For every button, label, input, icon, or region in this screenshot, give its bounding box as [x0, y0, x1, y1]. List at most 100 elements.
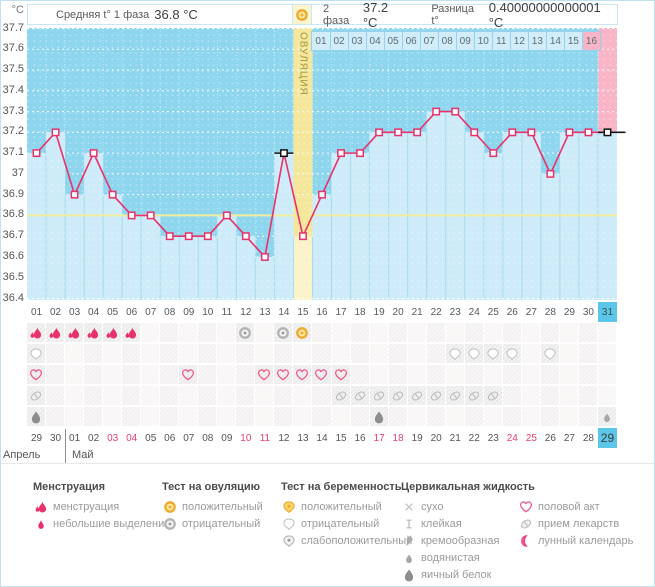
intercourse-day-13[interactable]: [255, 365, 275, 384]
intercourse-day-4[interactable]: [84, 365, 104, 384]
medication-day-4[interactable]: [84, 386, 104, 405]
date-cell-25[interactable]: 25: [525, 432, 537, 444]
menstruation-ovulation-test-day-24[interactable]: [464, 323, 484, 342]
temp-point-day-27[interactable]: [527, 128, 536, 137]
menstruation-ovulation-test-day-17[interactable]: [331, 323, 351, 342]
cycle-day-26[interactable]: 26: [506, 306, 518, 318]
cycle-day-04[interactable]: 04: [88, 306, 100, 318]
date-cell-22[interactable]: 22: [468, 432, 480, 444]
menstruation-ovulation-test-day-20[interactable]: [388, 323, 408, 342]
menstruation-ovulation-test-day-18[interactable]: [350, 323, 370, 342]
temp-point-day-6[interactable]: [127, 211, 136, 220]
date-cell-16[interactable]: 16: [354, 432, 366, 444]
cervical-fluid-day-7[interactable]: [141, 407, 161, 426]
medication-day-14[interactable]: [274, 386, 294, 405]
date-cell-26[interactable]: 26: [544, 432, 556, 444]
cervical-fluid-day-28[interactable]: [540, 407, 560, 426]
date-cell-12[interactable]: 12: [278, 432, 290, 444]
pregnancy-test-day-29[interactable]: [559, 344, 579, 363]
menstruation-ovulation-test-day-3[interactable]: [65, 323, 85, 342]
cervical-fluid-day-1[interactable]: [27, 407, 47, 426]
pregnancy-test-day-19[interactable]: [369, 344, 389, 363]
date-cell-19[interactable]: 19: [411, 432, 423, 444]
cycle-day-27[interactable]: 27: [525, 306, 537, 318]
date-cell-13[interactable]: 13: [297, 432, 309, 444]
date-cell-08[interactable]: 08: [202, 432, 214, 444]
cycle-day-15[interactable]: 15: [297, 306, 309, 318]
date-cell-21[interactable]: 21: [449, 432, 461, 444]
intercourse-day-11[interactable]: [217, 365, 237, 384]
cycle-day-11[interactable]: 11: [221, 306, 233, 318]
pregnancy-test-day-5[interactable]: [103, 344, 123, 363]
temp-point-day-2[interactable]: [51, 128, 60, 137]
cervical-fluid-day-12[interactable]: [236, 407, 256, 426]
pregnancy-test-day-9[interactable]: [179, 344, 199, 363]
cycle-day-23[interactable]: 23: [449, 306, 461, 318]
cervical-fluid-day-11[interactable]: [217, 407, 237, 426]
medication-day-11[interactable]: [217, 386, 237, 405]
temp-point-day-18[interactable]: [356, 149, 365, 158]
intercourse-day-22[interactable]: [426, 365, 446, 384]
cycle-day-14[interactable]: 14: [278, 306, 290, 318]
intercourse-day-10[interactable]: [198, 365, 218, 384]
pregnancy-test-day-4[interactable]: [84, 344, 104, 363]
date-cell-27[interactable]: 27: [563, 432, 575, 444]
date-cell-01[interactable]: 01: [69, 432, 81, 444]
menstruation-ovulation-test-day-1[interactable]: [27, 323, 47, 342]
cervical-fluid-day-19[interactable]: [369, 407, 389, 426]
pregnancy-test-day-25[interactable]: [483, 344, 503, 363]
date-cell-11[interactable]: 11: [259, 432, 271, 444]
menstruation-ovulation-test-day-6[interactable]: [122, 323, 142, 342]
pregnancy-test-day-16[interactable]: [312, 344, 332, 363]
cervical-fluid-day-14[interactable]: [274, 407, 294, 426]
pregnancy-test-day-15[interactable]: [293, 344, 313, 363]
pregnancy-test-day-18[interactable]: [350, 344, 370, 363]
pregnancy-test-day-27[interactable]: [521, 344, 541, 363]
intercourse-day-18[interactable]: [350, 365, 370, 384]
date-cell-06[interactable]: 06: [164, 432, 176, 444]
cycle-day-25[interactable]: 25: [487, 306, 499, 318]
cervical-fluid-day-23[interactable]: [445, 407, 465, 426]
temp-point-day-20[interactable]: [394, 128, 403, 137]
menstruation-ovulation-test-day-16[interactable]: [312, 323, 332, 342]
intercourse-day-17[interactable]: [331, 365, 351, 384]
cervical-fluid-day-13[interactable]: [255, 407, 275, 426]
medication-day-27[interactable]: [521, 386, 541, 405]
medication-day-15[interactable]: [293, 386, 313, 405]
date-cell-28[interactable]: 28: [582, 432, 594, 444]
intercourse-day-3[interactable]: [65, 365, 85, 384]
temp-point-day-28[interactable]: [546, 169, 555, 178]
cervical-fluid-day-18[interactable]: [350, 407, 370, 426]
intercourse-day-5[interactable]: [103, 365, 123, 384]
cycle-day-31[interactable]: 31: [597, 302, 617, 322]
intercourse-day-6[interactable]: [122, 365, 142, 384]
date-cell-09[interactable]: 09: [221, 432, 233, 444]
intercourse-day-26[interactable]: [502, 365, 522, 384]
cycle-day-07[interactable]: 07: [145, 306, 157, 318]
temp-point-day-22[interactable]: [432, 107, 441, 116]
medication-day-21[interactable]: [407, 386, 427, 405]
cycle-day-19[interactable]: 19: [373, 306, 385, 318]
temp-point-day-17[interactable]: [337, 149, 345, 158]
cycle-day-06[interactable]: 06: [126, 306, 138, 318]
date-cell-23[interactable]: 23: [487, 432, 499, 444]
cycle-day-28[interactable]: 28: [544, 306, 556, 318]
cervical-fluid-day-25[interactable]: [483, 407, 503, 426]
medication-day-24[interactable]: [464, 386, 484, 405]
temp-point-day-19[interactable]: [375, 128, 384, 137]
intercourse-day-1[interactable]: [27, 365, 47, 384]
date-cell-10[interactable]: 10: [240, 432, 252, 444]
medication-day-28[interactable]: [540, 386, 560, 405]
temp-point-day-16[interactable]: [318, 190, 326, 199]
intercourse-day-12[interactable]: [236, 365, 256, 384]
medication-day-30[interactable]: [578, 386, 598, 405]
medication-day-20[interactable]: [388, 386, 408, 405]
cervical-fluid-day-27[interactable]: [521, 407, 541, 426]
medication-day-18[interactable]: [350, 386, 370, 405]
cervical-fluid-day-26[interactable]: [502, 407, 522, 426]
medication-day-31[interactable]: [597, 386, 617, 405]
medication-day-12[interactable]: [236, 386, 256, 405]
cervical-fluid-day-9[interactable]: [179, 407, 199, 426]
menstruation-ovulation-test-day-31[interactable]: [597, 323, 617, 342]
menstruation-ovulation-test-day-29[interactable]: [559, 323, 579, 342]
